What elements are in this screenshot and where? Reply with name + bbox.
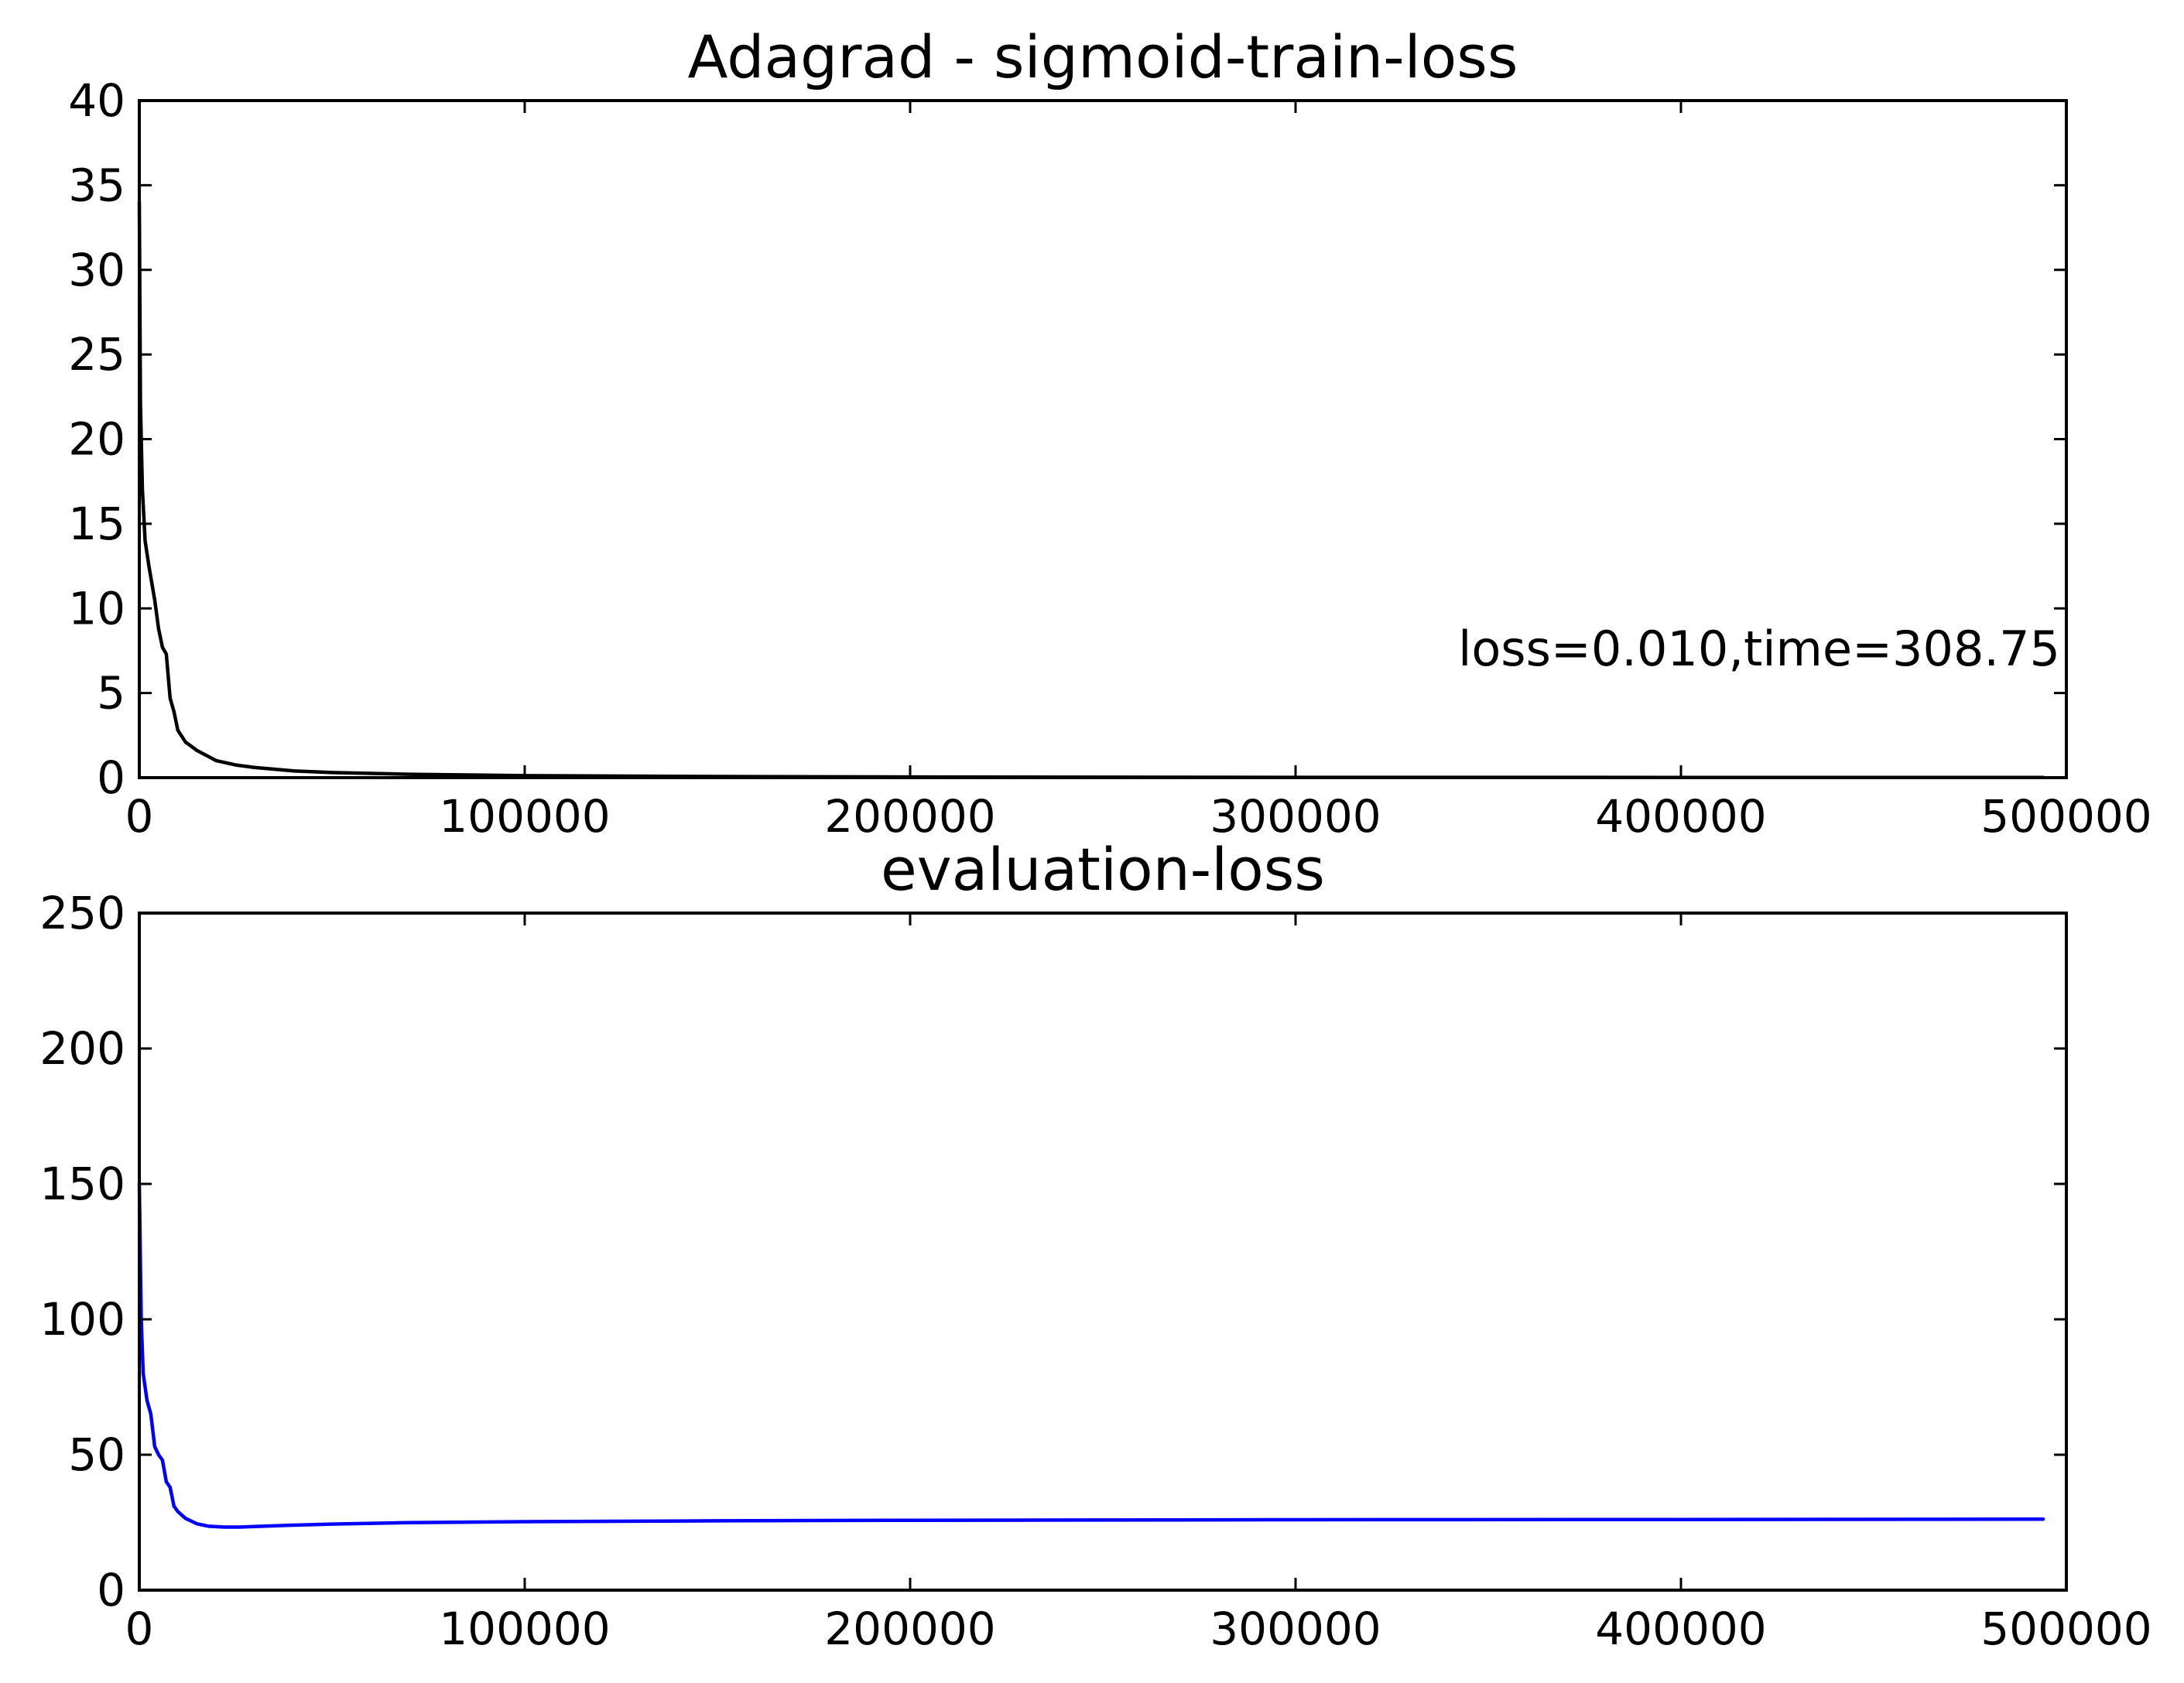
evaluation-loss-y-tick-label: 50 (68, 1428, 125, 1481)
train-loss-y-tick-label: 0 (97, 751, 125, 804)
train-loss-x-tick-label: 200000 (824, 790, 995, 843)
evaluation-loss-plot-frame (138, 912, 2068, 1592)
evaluation-loss-x-tick-label: 400000 (1595, 1603, 1766, 1655)
train-loss-y-tick-label: 30 (68, 244, 125, 296)
train-loss-y-tick-label: 40 (68, 74, 125, 127)
train-loss-x-tick-label: 400000 (1595, 790, 1766, 843)
train-loss-series-line (137, 200, 2045, 780)
evaluation-loss-y-tick-label: 250 (39, 887, 125, 939)
evaluation-loss-x-tick-label: 500000 (1980, 1603, 2151, 1655)
evaluation-loss-chart-title: evaluation-loss (881, 835, 1325, 904)
evaluation-loss-y-tick-label: 0 (97, 1564, 125, 1616)
train-loss-x-tick-label: 300000 (1210, 790, 1381, 843)
evaluation-loss-y-tick-label: 200 (39, 1022, 125, 1075)
evaluation-loss-y-tick-label: 100 (39, 1293, 125, 1346)
train-loss-x-tick-label: 500000 (1980, 790, 2151, 843)
evaluation-loss-x-tick-label: 200000 (824, 1603, 995, 1655)
evaluation-loss-x-tick-label: 300000 (1210, 1603, 1381, 1655)
evaluation-loss-panel: evaluation-loss 0 100000 200000 300000 400000… (39, 835, 2151, 1655)
train-loss-annotation: loss=0.010,time=308.75 (1458, 621, 2060, 677)
evaluation-loss-y-tick-label: 150 (39, 1158, 125, 1210)
train-loss-x-tick-label: 100000 (439, 790, 610, 843)
train-loss-chart-title: Adagrad - sigmoid-train-loss (688, 22, 1518, 91)
train-loss-y-tick-label: 10 (68, 582, 125, 635)
train-loss-y-tick-label: 35 (68, 159, 125, 211)
train-loss-y-tick-label: 5 (97, 667, 125, 720)
train-loss-y-tick-label: 15 (68, 498, 125, 550)
evaluation-loss-x-tick-label: 100000 (439, 1603, 610, 1655)
evaluation-loss-x-tick-label: 0 (125, 1603, 154, 1655)
train-loss-y-tick-label: 20 (68, 413, 125, 466)
train-loss-x-tick-label: 0 (125, 790, 154, 843)
train-loss-y-tick-label: 25 (68, 328, 125, 381)
evaluation-loss-series-line (137, 1182, 2045, 1529)
train-loss-panel: Adagrad - sigmoid-train-loss 0 100000 20000… (68, 22, 2152, 843)
